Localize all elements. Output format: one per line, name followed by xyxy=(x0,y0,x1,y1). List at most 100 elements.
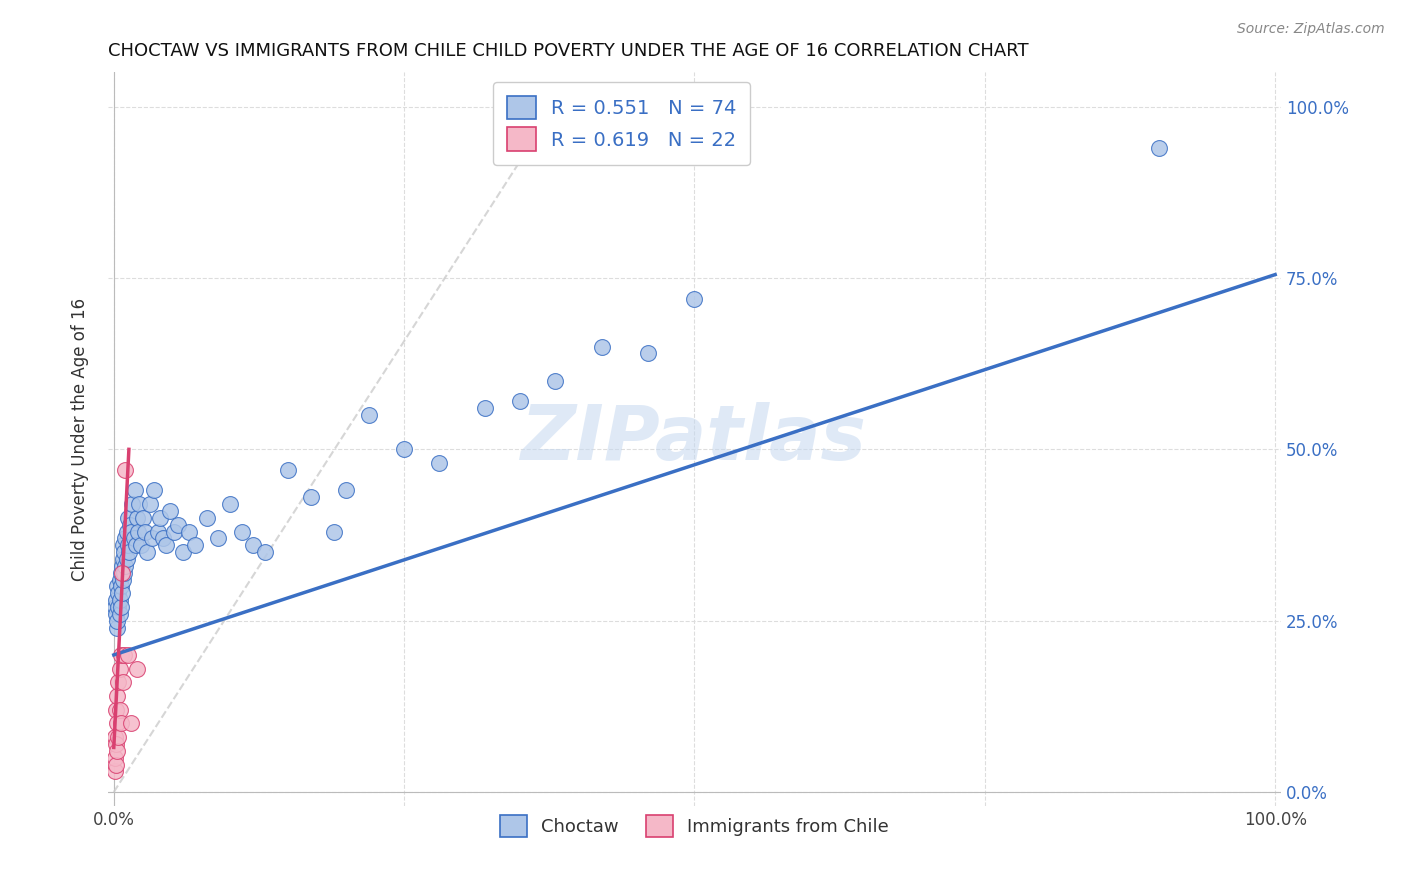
Point xyxy=(107,675,129,690)
Legend: Choctaw, Immigrants from Chile: Choctaw, Immigrants from Chile xyxy=(492,808,897,845)
Point xyxy=(108,593,131,607)
Point xyxy=(637,346,659,360)
Point xyxy=(128,497,150,511)
Point xyxy=(105,607,128,621)
Point xyxy=(117,511,139,525)
Point xyxy=(108,662,131,676)
Point xyxy=(112,648,135,662)
Point xyxy=(114,558,136,573)
Point xyxy=(105,621,128,635)
Point xyxy=(242,538,264,552)
Point xyxy=(120,517,142,532)
Point xyxy=(104,764,127,779)
Text: Source: ZipAtlas.com: Source: ZipAtlas.com xyxy=(1237,22,1385,37)
Point xyxy=(219,497,242,511)
Point xyxy=(111,586,134,600)
Point xyxy=(107,599,129,614)
Point xyxy=(544,374,567,388)
Point xyxy=(231,524,253,539)
Point xyxy=(115,524,138,539)
Point xyxy=(125,511,148,525)
Point xyxy=(111,566,134,580)
Point xyxy=(105,614,128,628)
Point xyxy=(1147,141,1170,155)
Point xyxy=(105,744,128,758)
Point xyxy=(110,599,132,614)
Point xyxy=(110,648,132,662)
Point xyxy=(114,532,136,546)
Point xyxy=(117,538,139,552)
Point xyxy=(104,750,127,764)
Point xyxy=(139,497,162,511)
Point xyxy=(105,689,128,703)
Point xyxy=(112,675,135,690)
Point xyxy=(152,532,174,546)
Point xyxy=(299,491,322,505)
Point xyxy=(105,593,128,607)
Text: CHOCTAW VS IMMIGRANTS FROM CHILE CHILD POVERTY UNDER THE AGE OF 16 CORRELATION C: CHOCTAW VS IMMIGRANTS FROM CHILE CHILD P… xyxy=(108,42,1029,60)
Point xyxy=(125,538,148,552)
Point xyxy=(136,545,159,559)
Point xyxy=(509,394,531,409)
Point xyxy=(125,662,148,676)
Point xyxy=(146,524,169,539)
Point xyxy=(172,545,194,559)
Point xyxy=(159,504,181,518)
Point xyxy=(335,483,357,498)
Point xyxy=(207,532,229,546)
Point xyxy=(184,538,207,552)
Text: ZIPatlas: ZIPatlas xyxy=(522,402,868,476)
Point xyxy=(105,716,128,731)
Point xyxy=(149,511,172,525)
Point xyxy=(129,538,152,552)
Point xyxy=(114,463,136,477)
Point xyxy=(427,456,450,470)
Point xyxy=(108,573,131,587)
Point xyxy=(115,552,138,566)
Point xyxy=(120,524,142,539)
Point xyxy=(277,463,299,477)
Point xyxy=(359,408,381,422)
Point xyxy=(124,483,146,498)
Point xyxy=(105,737,128,751)
Point xyxy=(253,545,276,559)
Point xyxy=(104,599,127,614)
Point xyxy=(105,703,128,717)
Point xyxy=(112,538,135,552)
Point xyxy=(155,538,177,552)
Point xyxy=(111,558,134,573)
Point xyxy=(105,757,128,772)
Point xyxy=(112,545,135,559)
Point xyxy=(120,716,142,731)
Point xyxy=(104,730,127,744)
Point xyxy=(121,497,143,511)
Point xyxy=(112,552,135,566)
Point xyxy=(134,524,156,539)
Point xyxy=(107,730,129,744)
Y-axis label: Child Poverty Under the Age of 16: Child Poverty Under the Age of 16 xyxy=(72,298,89,581)
Point xyxy=(112,566,135,580)
Point xyxy=(683,292,706,306)
Point xyxy=(117,648,139,662)
Point xyxy=(132,511,155,525)
Point xyxy=(122,532,145,546)
Point xyxy=(166,517,188,532)
Point xyxy=(108,703,131,717)
Point xyxy=(105,579,128,593)
Point xyxy=(118,545,141,559)
Point xyxy=(143,483,166,498)
Point xyxy=(141,532,163,546)
Point xyxy=(591,340,613,354)
Point xyxy=(112,573,135,587)
Point xyxy=(110,716,132,731)
Point xyxy=(107,586,129,600)
Point xyxy=(195,511,218,525)
Point xyxy=(179,524,201,539)
Point xyxy=(127,524,149,539)
Point xyxy=(110,566,132,580)
Point xyxy=(323,524,346,539)
Point xyxy=(474,401,496,416)
Point xyxy=(392,442,415,457)
Point xyxy=(108,607,131,621)
Point xyxy=(163,524,186,539)
